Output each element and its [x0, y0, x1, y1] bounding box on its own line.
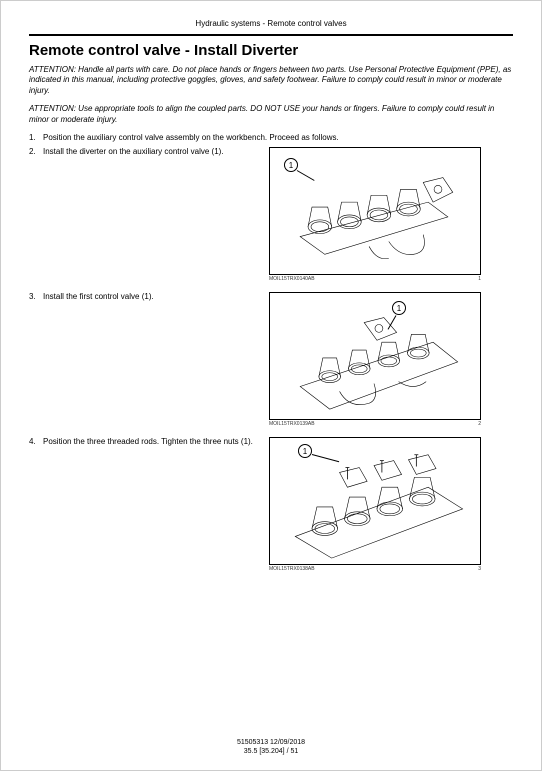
figure-1-wrap: 1 MOIL15TRX0140AB 1	[269, 147, 513, 282]
step-3: 3. Install the first control valve (1).	[29, 292, 269, 302]
page-title: Remote control valve - Install Diverter	[29, 42, 513, 59]
figure-code: MOIL15TRX0139AB	[269, 421, 315, 427]
step-number: 4.	[29, 437, 43, 446]
attention-2: ATTENTION: Use appropriate tools to alig…	[29, 104, 513, 125]
step-text: Install the diverter on the auxiliary co…	[43, 147, 269, 157]
figure-2-wrap: 1 MOIL15TRX0139AB 2	[269, 292, 513, 427]
breadcrumb: Hydraulic systems - Remote control valve…	[29, 19, 513, 28]
title-rule	[29, 34, 513, 36]
figure-3: 1	[269, 437, 481, 565]
step-2-block: 2. Install the diverter on the auxiliary…	[29, 147, 513, 282]
step-4: 4. Position the three threaded rods. Tig…	[29, 437, 269, 447]
step-text: Position the three threaded rods. Tighte…	[43, 437, 269, 447]
step-number: 1.	[29, 133, 43, 142]
page-footer: 51505313 12/09/2018 35.5 [35.204] / 51	[1, 739, 541, 756]
footer-line-2: 35.5 [35.204] / 51	[1, 748, 541, 756]
step-number: 3.	[29, 292, 43, 301]
step-text: Position the auxiliary control valve ass…	[43, 133, 513, 143]
figure-code: MOIL15TRX0138AB	[269, 566, 315, 572]
step-text: Install the first control valve (1).	[43, 292, 269, 302]
valve-illustration-icon	[270, 293, 480, 419]
figure-2-caption: MOIL15TRX0139AB 2	[269, 421, 481, 427]
page: Hydraulic systems - Remote control valve…	[1, 1, 541, 572]
figure-3-caption: MOIL15TRX0138AB 3	[269, 566, 481, 572]
figure-1: 1	[269, 147, 481, 275]
step-number: 2.	[29, 147, 43, 156]
step-1: 1. Position the auxiliary control valve …	[29, 133, 513, 143]
attention-1: ATTENTION: Handle all parts with care. D…	[29, 65, 513, 96]
figure-3-wrap: 1 MOIL15TRX0138AB 3	[269, 437, 513, 572]
figure-seq: 2	[478, 421, 481, 427]
step-3-block: 3. Install the first control valve (1).	[29, 292, 513, 427]
step-4-block: 4. Position the three threaded rods. Tig…	[29, 437, 513, 572]
figure-2: 1	[269, 292, 481, 420]
figure-seq: 1	[478, 276, 481, 282]
step-2: 2. Install the diverter on the auxiliary…	[29, 147, 269, 157]
figure-1-caption: MOIL15TRX0140AB 1	[269, 276, 481, 282]
footer-line-1: 51505313 12/09/2018	[1, 739, 541, 747]
figure-code: MOIL15TRX0140AB	[269, 276, 315, 282]
valve-illustration-icon	[270, 148, 480, 274]
figure-seq: 3	[478, 566, 481, 572]
